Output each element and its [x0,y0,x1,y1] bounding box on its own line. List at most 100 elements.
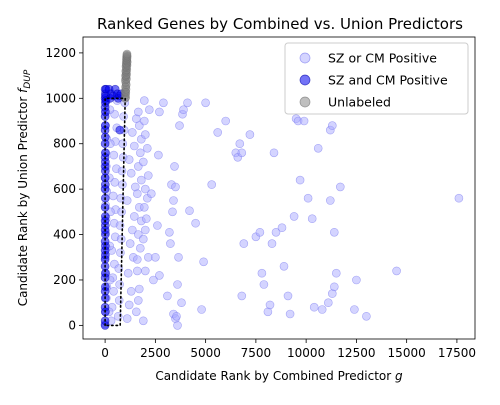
point-sz-or-cm-positive [109,150,119,160]
point-sz-or-cm-positive [115,280,124,289]
point-sz-or-cm-positive [140,116,149,126]
point-sz-or-cm-positive [279,261,289,271]
point-sz-or-cm-positive [142,214,151,223]
point-sz-or-cm-positive [235,139,245,148]
y-tick-label: 0 [68,318,76,332]
point-sz-or-cm-positive [350,305,359,314]
x-axis-label: Candidate Rank by Combined Predictor g [155,369,403,383]
point-sz-or-cm-positive [183,98,192,108]
point-sz-or-cm-positive [237,148,247,158]
point-sz-or-cm-positive [154,150,163,160]
point-sz-or-cm-positive [335,182,345,192]
point-unlabeled [122,49,132,59]
x-tick-label: 7500 [241,346,272,360]
point-sz-or-cm-positive [163,291,172,301]
x-tick-label: 12500 [337,346,375,360]
point-sz-and-cm-positive [115,125,125,135]
point-sz-or-cm-positive [323,298,333,308]
point-sz-or-cm-positive [174,252,183,262]
point-sz-or-cm-positive [130,141,139,151]
point-sz-or-cm-positive [173,280,182,289]
point-sz-or-cm-positive [144,171,153,180]
point-sz-or-cm-positive [133,255,142,264]
point-sz-or-cm-positive [327,121,337,130]
point-sz-or-cm-positive [325,196,335,205]
point-sz-or-cm-positive [122,314,132,323]
point-sz-or-cm-positive [133,266,142,276]
point-sz-or-cm-positive [147,189,156,198]
point-sz-or-cm-positive [125,239,135,248]
y-axis-label: Candidate Rank by Union Predictor fDUP [16,69,33,306]
point-sz-or-cm-positive [140,96,149,105]
point-sz-or-cm-positive [114,296,124,305]
point-sz-or-cm-positive [155,271,164,280]
point-sz-or-cm-positive [153,221,162,230]
point-sz-or-cm-positive [307,214,317,223]
point-sz-or-cm-positive [117,207,126,217]
point-sz-or-cm-positive [255,228,265,237]
point-sz-or-cm-positive [295,175,305,185]
y-tick-label: 200 [53,273,76,287]
point-sz-or-cm-positive [199,257,208,267]
point-sz-or-cm-positive [124,155,134,164]
point-sz-or-cm-positive [116,234,126,244]
x-tick-label: 5000 [190,346,221,360]
y-tick-label: 1200 [45,46,76,60]
y-tick-label: 400 [53,228,76,242]
points-layer [100,49,464,330]
point-sz-or-cm-positive [134,296,143,305]
point-sz-or-cm-positive [122,196,132,205]
point-sz-or-cm-positive [289,212,299,221]
y-tick-label: 1000 [45,91,76,105]
point-sz-or-cm-positive [277,223,287,232]
point-sz-or-cm-positive [169,196,178,205]
legend: SZ or CM Positive SZ and CM Positive Unlab… [284,42,469,115]
point-sz-or-cm-positive [139,157,148,167]
point-sz-or-cm-positive [141,225,150,235]
point-sz-or-cm-positive [170,162,179,171]
x-axis-symbol: g [395,369,403,383]
point-sz-or-cm-positive [257,268,267,278]
point-sz-or-cm-positive [139,316,148,326]
point-sz-or-cm-positive [317,305,327,314]
point-sz-or-cm-positive [309,302,319,312]
point-sz-or-cm-positive [118,180,127,189]
y-tick-label: 600 [53,182,76,196]
point-sz-or-cm-positive [331,268,341,278]
point-sz-or-cm-positive [168,207,177,217]
y-axis-symbol: f [16,87,30,93]
point-sz-or-cm-positive [145,105,154,114]
point-sz-or-cm-positive [116,248,125,257]
point-sz-or-cm-positive [245,130,255,139]
x-tick-label: 17500 [438,346,476,360]
point-sz-or-cm-positive [454,193,464,203]
point-sz-or-cm-positive [119,112,128,121]
point-sz-or-cm-positive [141,266,150,276]
point-sz-or-cm-positive [173,321,182,330]
point-sz-or-cm-positive [352,275,361,285]
point-sz-or-cm-positive [159,98,168,108]
point-sz-or-cm-positive [124,300,134,310]
y-axis-subscript: DUP [23,69,33,89]
point-sz-or-cm-positive [175,121,184,130]
point-sz-or-cm-positive [267,239,277,248]
point-sz-or-cm-positive [115,221,125,230]
point-sz-or-cm-positive [149,275,158,285]
point-sz-or-cm-positive [139,234,148,244]
ticks-layer: 0 2500 5000 7500 10000 12500 15000 17500 0 200 400… [45,46,476,360]
point-sz-or-cm-positive [123,268,133,278]
point-sz-or-cm-positive [329,228,339,237]
point-sz-or-cm-positive [299,116,309,126]
point-sz-or-cm-positive [172,311,181,321]
point-sz-or-cm-positive [197,305,206,314]
point-sz-or-cm-positive [135,284,144,294]
point-sz-or-cm-positive [137,175,146,185]
decision-boundary [104,97,127,327]
point-sz-or-cm-positive [126,168,136,178]
x-tick-label: 10000 [287,346,325,360]
x-tick-label: 15000 [388,346,426,360]
point-sz-or-cm-positive [329,282,339,292]
x-tick-label: 2500 [140,346,171,360]
point-sz-or-cm-positive [207,180,216,189]
point-sz-or-cm-positive [177,298,186,308]
